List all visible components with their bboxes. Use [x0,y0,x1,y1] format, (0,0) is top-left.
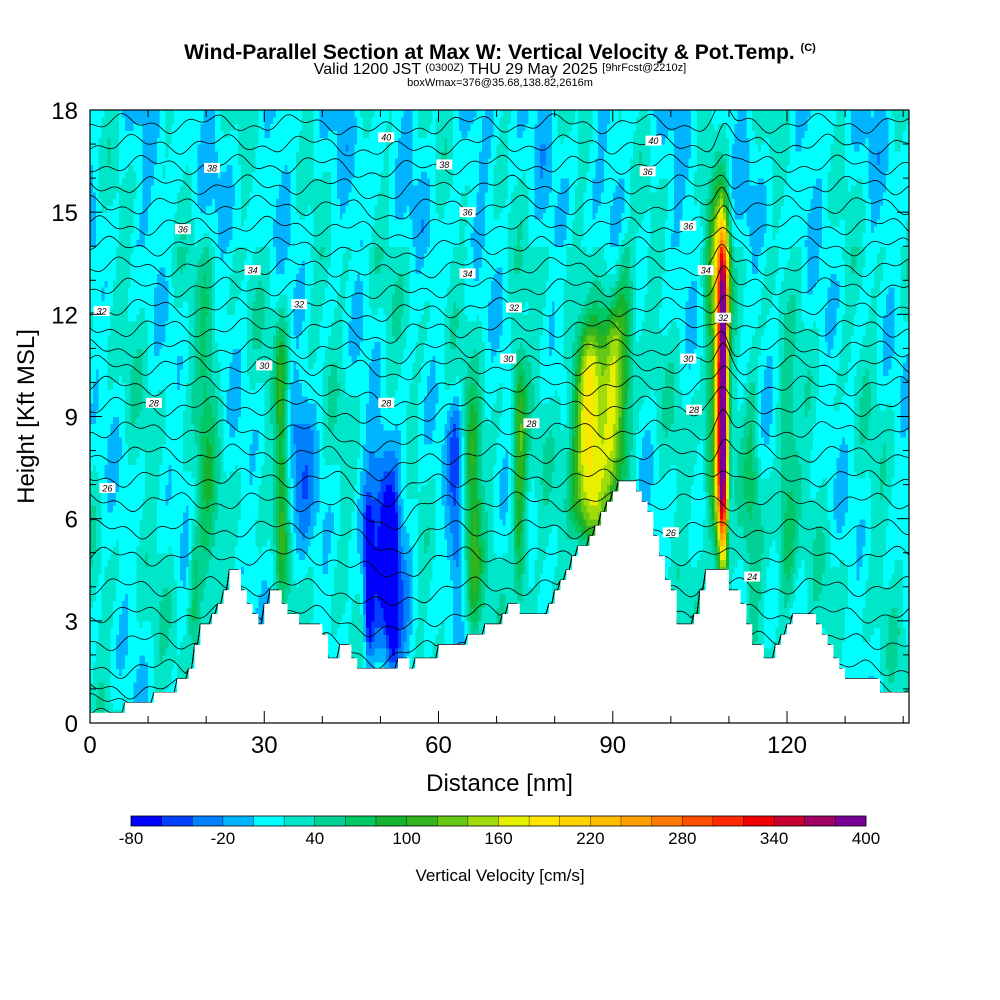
cross-section-chart: 2628323638343032403836342832302840363634… [0,0,1000,1000]
